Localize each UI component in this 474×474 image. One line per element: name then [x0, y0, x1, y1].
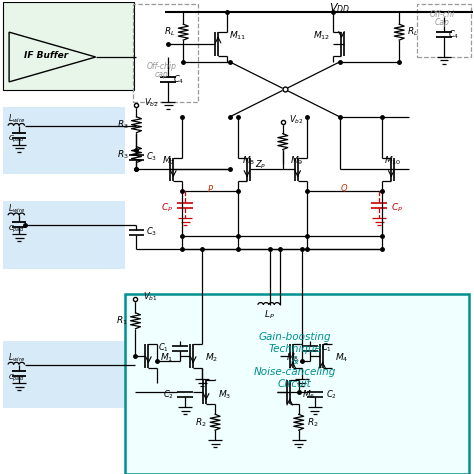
Text: $M_5$: $M_5$	[286, 351, 299, 364]
Text: $R_2$: $R_2$	[195, 416, 207, 428]
Text: Gain-boosting
Technique
&
Noise-canceling
Circuit: Gain-boosting Technique & Noise-cancelin…	[254, 332, 336, 389]
Text: Off-chi: Off-chi	[429, 10, 455, 18]
Text: $C_P$: $C_P$	[161, 201, 173, 214]
Text: $M_1$: $M_1$	[160, 351, 173, 364]
Bar	[3, 107, 125, 174]
Text: $C_{pad}$: $C_{pad}$	[8, 223, 24, 235]
Text: $V_{DD}$: $V_{DD}$	[329, 1, 350, 15]
Text: $M_3$: $M_3$	[218, 388, 231, 401]
Text: $C_3$: $C_3$	[146, 226, 157, 238]
Text: $M_{10}$: $M_{10}$	[383, 154, 401, 167]
Text: IF Buffer: IF Buffer	[24, 51, 68, 60]
Text: $C_{pad}$: $C_{pad}$	[8, 373, 24, 384]
Text: $M_6$: $M_6$	[301, 388, 315, 401]
Text: $M_2$: $M_2$	[205, 351, 219, 364]
Text: $V_{b2}$: $V_{b2}$	[145, 97, 159, 109]
Text: $V_{b1}$: $V_{b1}$	[144, 291, 158, 303]
Text: $V_{b2}$: $V_{b2}$	[289, 113, 303, 126]
Text: $P$: $P$	[207, 183, 214, 194]
Text: $L_{wire}$: $L_{wire}$	[8, 351, 26, 364]
Text: $R_2$: $R_2$	[307, 416, 319, 428]
Text: $C_4$: $C_4$	[448, 29, 460, 41]
Text: $C_{pad}$: $C_{pad}$	[8, 134, 24, 146]
Text: $M_8$: $M_8$	[242, 154, 255, 167]
Text: $C_1$: $C_1$	[158, 341, 169, 354]
Text: Cap: Cap	[435, 18, 449, 27]
Text: $C_2$: $C_2$	[164, 388, 174, 401]
Text: $M_{11}$: $M_{11}$	[229, 30, 246, 42]
Bar	[417, 4, 471, 57]
Text: $M_7$: $M_7$	[162, 154, 175, 167]
Bar	[3, 2, 135, 90]
Text: $R_3$: $R_3$	[117, 148, 128, 161]
Text: $Q$: $Q$	[340, 182, 348, 194]
Text: $R_3$: $R_3$	[117, 118, 128, 131]
Bar	[3, 341, 125, 408]
Text: $Z_P$: $Z_P$	[255, 158, 266, 171]
Bar	[133, 4, 198, 102]
Text: $L_{wire}$: $L_{wire}$	[8, 202, 26, 215]
Text: $C_P$: $C_P$	[391, 201, 403, 214]
Text: $M_{12}$: $M_{12}$	[313, 30, 330, 42]
Bar	[3, 201, 125, 269]
Text: $R_L$: $R_L$	[164, 26, 175, 38]
Text: $R_1$: $R_1$	[116, 314, 128, 327]
Text: $C_3$: $C_3$	[146, 150, 157, 163]
Text: cap: cap	[155, 71, 168, 80]
Text: Off-chip: Off-chip	[146, 63, 176, 72]
Text: $R_L$: $R_L$	[407, 26, 419, 38]
Text: $L_P$: $L_P$	[264, 309, 275, 321]
Text: $L_{wire}$: $L_{wire}$	[8, 112, 26, 125]
Text: $M_9$: $M_9$	[290, 154, 303, 167]
Text: $C_4$: $C_4$	[173, 73, 184, 86]
Text: $C_1$: $C_1$	[320, 341, 332, 354]
FancyBboxPatch shape	[125, 294, 469, 474]
Text: $M_4$: $M_4$	[335, 351, 348, 364]
Text: $C_2$: $C_2$	[326, 388, 337, 401]
